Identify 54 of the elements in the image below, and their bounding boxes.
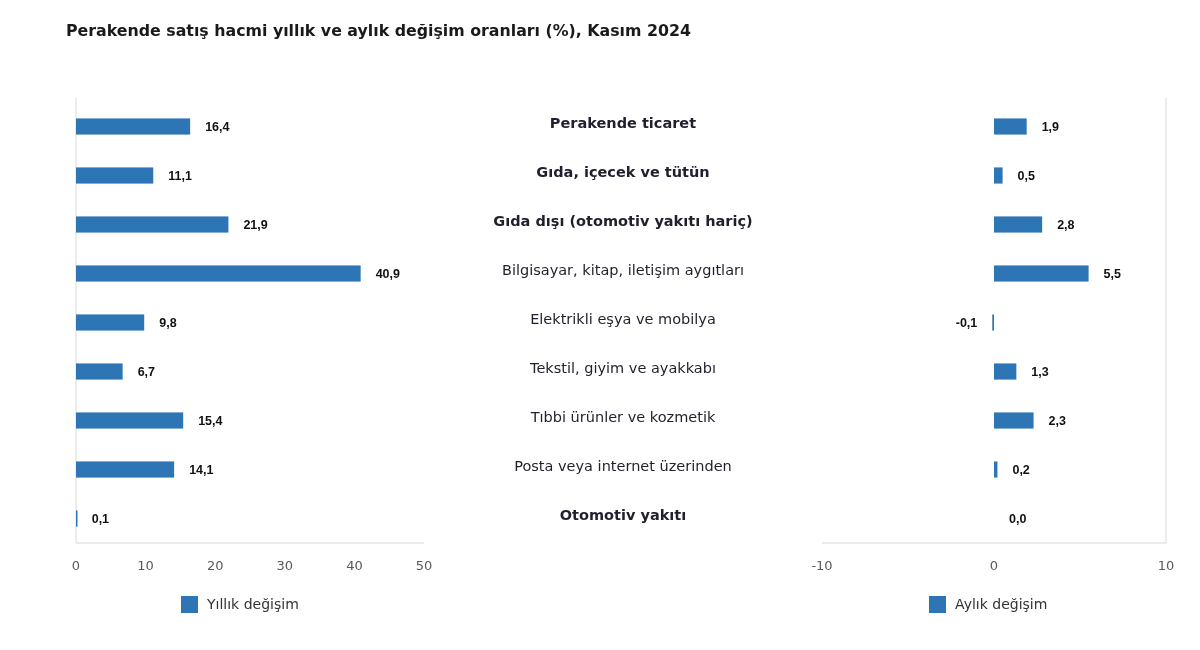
bar xyxy=(76,363,123,380)
bar xyxy=(994,216,1043,233)
chart-title: Perakende satış hacmi yıllık ve aylık değişim oranları (%), Kasım 2024 xyxy=(66,21,691,40)
y-tick-label: Gıda dışı (otomotiv yakıtı hariç) xyxy=(493,212,753,229)
bar xyxy=(76,118,191,135)
y-tick-label: Tekstil, giyim ve ayakkabı xyxy=(529,359,716,376)
data-label: 5,5 xyxy=(1103,266,1122,281)
y-tick-label: Gıda, içecek ve tütün xyxy=(536,163,710,180)
x-tick-label: 30 xyxy=(276,558,294,573)
data-label: 0,1 xyxy=(91,511,110,526)
x-tick-label: 40 xyxy=(346,558,363,573)
bar xyxy=(994,412,1034,429)
y-tick-label: Tıbbi ürünler ve kozmetik xyxy=(529,408,716,425)
y-tick-label: Elektrikli eşya ve mobilya xyxy=(530,310,716,327)
bar xyxy=(994,265,1089,282)
data-label: 0,2 xyxy=(1012,462,1030,477)
bar xyxy=(76,412,184,429)
x-tick-label: 10 xyxy=(1157,558,1175,573)
bar xyxy=(994,363,1017,380)
data-label: 40,9 xyxy=(375,266,401,281)
data-label: 0,0 xyxy=(1009,511,1027,526)
y-tick-label: Posta veya internet üzerinden xyxy=(514,457,732,474)
bar xyxy=(994,167,1003,184)
bar xyxy=(994,461,998,478)
data-label: -0,1 xyxy=(955,315,978,330)
bar xyxy=(76,167,154,184)
data-label: 21,9 xyxy=(243,217,268,232)
data-label: 6,7 xyxy=(137,364,156,379)
legend-label: Aylık değişim xyxy=(955,596,1048,613)
data-label: 2,3 xyxy=(1048,413,1066,428)
bar xyxy=(76,461,175,478)
data-label: 0,5 xyxy=(1017,168,1036,183)
data-label: 2,8 xyxy=(1057,217,1075,232)
data-label: 14,1 xyxy=(189,462,214,477)
data-label: 16,4 xyxy=(205,119,230,134)
x-tick-label: 50 xyxy=(415,558,433,573)
x-tick-label: -10 xyxy=(811,558,833,573)
data-label: 15,4 xyxy=(198,413,223,428)
x-tick-label: 10 xyxy=(137,558,154,573)
legend-label: Yıllık değişim xyxy=(206,596,299,613)
bar xyxy=(994,118,1027,135)
bar xyxy=(76,314,145,331)
data-label: 9,8 xyxy=(159,315,177,330)
y-tick-label: Otomotiv yakıtı xyxy=(559,506,687,523)
y-tick-label: Bilgisayar, kitap, iletişim aygıtları xyxy=(501,261,745,278)
y-tick-label: Perakende ticaret xyxy=(549,114,697,131)
bar xyxy=(76,216,229,233)
data-label: 11,1 xyxy=(168,168,192,183)
bar xyxy=(76,265,361,282)
data-label: 1,3 xyxy=(1031,364,1049,379)
data-label: 1,9 xyxy=(1041,119,1060,134)
x-tick-label: 0 xyxy=(989,558,999,573)
x-tick-label: 20 xyxy=(206,558,224,573)
x-tick-label: 0 xyxy=(71,558,81,573)
